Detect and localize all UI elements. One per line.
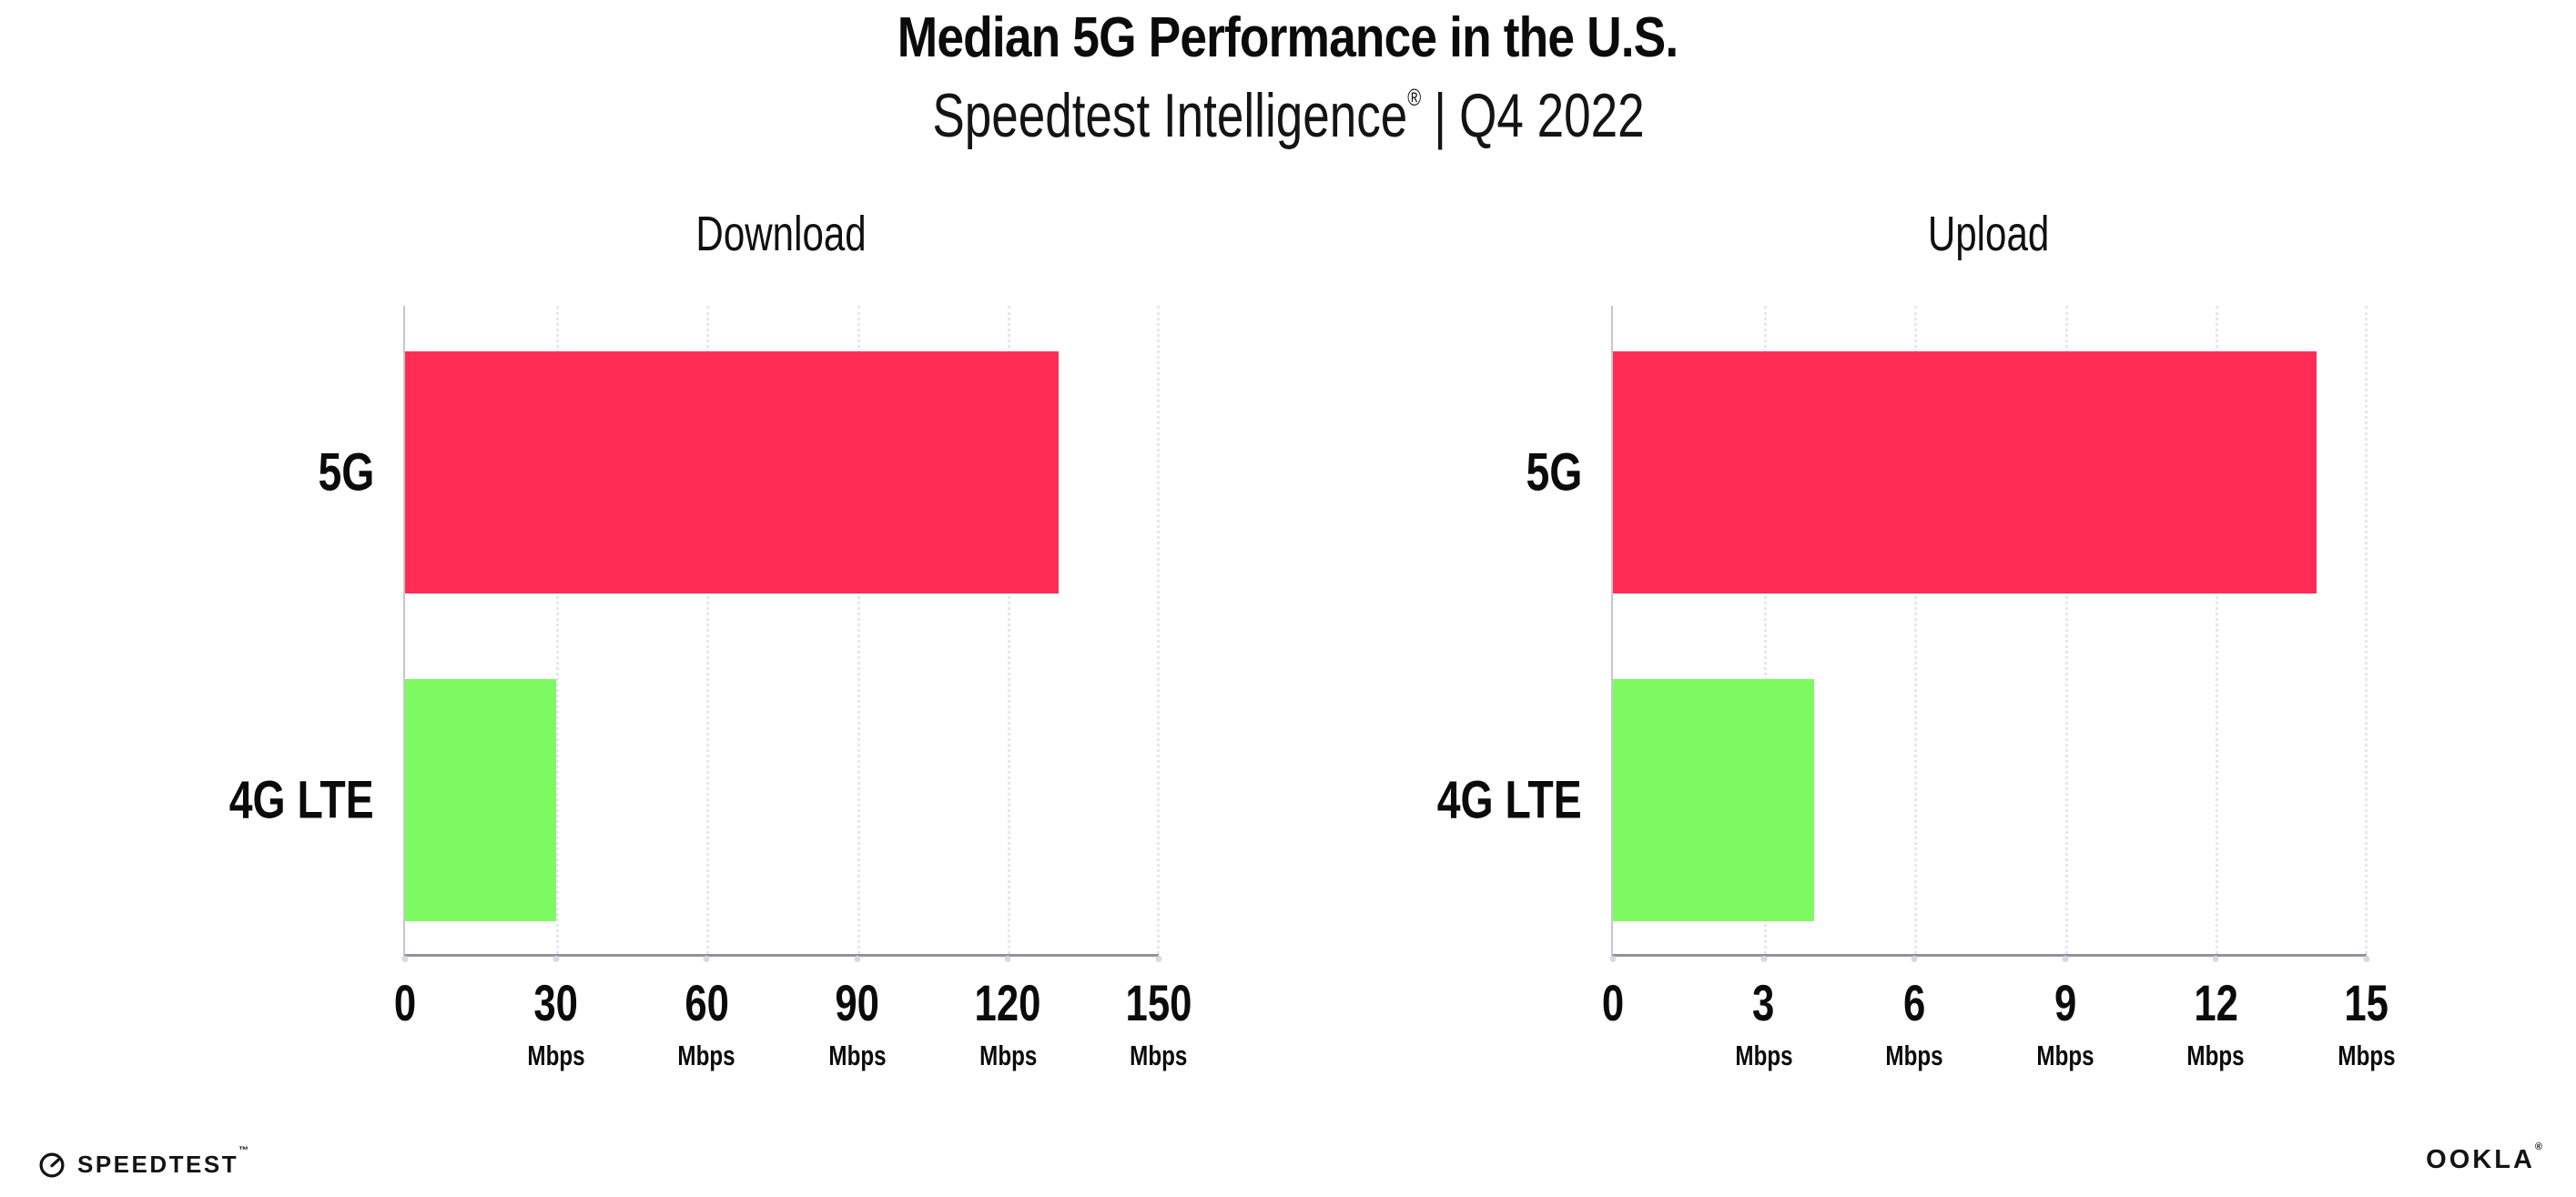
category-label-5g: 5G xyxy=(1512,442,1582,503)
speedtest-trademark-mark: ™ xyxy=(238,1145,251,1156)
category-label-4g-lte: 4G LTE xyxy=(1401,770,1582,831)
upload-plot-area: 5G 4G LTE 0 3 Mbps 6 Mbps 9 Mbps 12 Mbps xyxy=(1437,306,2396,1070)
subtitle-period: Q4 2022 xyxy=(1458,81,1645,150)
x-tick-9-number: 9 xyxy=(2054,974,2076,1031)
tick-mark xyxy=(854,956,861,962)
x-tick-30-unit: Mbps xyxy=(527,1040,585,1071)
x-tick-12-number: 12 xyxy=(2194,974,2238,1031)
download-chart-title: Download xyxy=(403,206,1159,262)
x-tick-30: 30 Mbps xyxy=(519,978,593,1070)
x-tick-0: 0 xyxy=(390,978,419,1041)
tick-mark xyxy=(2212,956,2219,962)
category-label-4g-lte-text: 4G LTE xyxy=(1437,770,1582,830)
gridline xyxy=(555,306,559,954)
speedtest-gauge-icon xyxy=(38,1151,66,1179)
x-tick-150: 150 Mbps xyxy=(1116,978,1201,1070)
gridline xyxy=(857,306,860,954)
x-tick-90: 90 Mbps xyxy=(820,978,894,1070)
x-tick-90-unit: Mbps xyxy=(828,1040,887,1071)
download-plot-area: 5G 4G LTE 0 30 Mbps 60 Mbps 90 Mbps 120 … xyxy=(229,306,1192,1070)
gridline xyxy=(1157,306,1161,954)
gridline xyxy=(1008,306,1011,954)
gridline xyxy=(1763,306,1767,954)
x-tick-6-unit: Mbps xyxy=(1885,1040,1943,1071)
x-tick-120: 120 Mbps xyxy=(966,978,1050,1070)
x-tick-30-number: 30 xyxy=(533,974,578,1031)
gridline xyxy=(2365,306,2368,954)
upload-5g-bar xyxy=(1613,351,2317,593)
tick-mark xyxy=(401,956,409,962)
x-tick-15: 15 Mbps xyxy=(2330,978,2404,1070)
page-subtitle-text: Speedtest Intelligence® | Q4 2022 xyxy=(932,80,1644,151)
gridline xyxy=(2216,306,2219,954)
ookla-wordmark: OOKLA xyxy=(2426,1145,2535,1174)
x-tick-6: 6 Mbps xyxy=(1878,978,1952,1070)
page-subtitle: Speedtest Intelligence® | Q4 2022 xyxy=(0,80,2576,151)
gridline xyxy=(2064,306,2068,954)
x-tick-9: 9 Mbps xyxy=(2028,978,2102,1070)
x-tick-3-number: 3 xyxy=(1752,974,1775,1031)
tick-mark xyxy=(1155,956,1162,962)
x-tick-12: 12 Mbps xyxy=(2179,978,2253,1070)
x-tick-12-unit: Mbps xyxy=(2186,1040,2245,1071)
x-tick-90-number: 90 xyxy=(835,974,880,1031)
x-tick-3-unit: Mbps xyxy=(1735,1040,1793,1071)
download-5g-bar xyxy=(405,351,1059,593)
speedtest-wordmark: SPEEDTEST xyxy=(77,1151,239,1178)
x-tick-3: 3 Mbps xyxy=(1727,978,1800,1070)
page-title-text: Median 5G Performance in the U.S. xyxy=(898,6,1678,69)
tick-mark xyxy=(2363,956,2370,962)
registered-mark: ® xyxy=(1406,84,1421,111)
category-label-5g: 5G xyxy=(304,442,374,503)
x-tick-9-unit: Mbps xyxy=(2036,1040,2094,1071)
subtitle-brand: Speedtest Intelligence xyxy=(931,81,1407,150)
x-tick-15-unit: Mbps xyxy=(2338,1040,2396,1071)
category-label-4g-lte: 4G LTE xyxy=(193,770,374,831)
upload-4g-lte-bar xyxy=(1613,679,1814,921)
tick-mark xyxy=(553,956,560,962)
upload-chart-title-text: Upload xyxy=(1928,207,2050,261)
x-tick-60-number: 60 xyxy=(684,974,729,1031)
x-tick-15-number: 15 xyxy=(2344,974,2389,1031)
tick-mark xyxy=(1911,956,1918,962)
x-tick-0-number: 0 xyxy=(393,974,417,1031)
tick-mark xyxy=(2062,956,2069,962)
subtitle-divider: | xyxy=(1433,81,1446,150)
tick-mark xyxy=(1760,956,1768,962)
upload-chart-title: Upload xyxy=(1611,206,2367,262)
gridline xyxy=(1914,306,1918,954)
x-tick-150-number: 150 xyxy=(1125,974,1192,1031)
x-tick-150-unit: Mbps xyxy=(1130,1040,1188,1071)
ookla-registered-mark: ® xyxy=(2534,1141,2545,1152)
category-label-5g-text: 5G xyxy=(318,442,374,502)
x-tick-0-number: 0 xyxy=(1601,974,1625,1031)
page-title: Median 5G Performance in the U.S. xyxy=(0,5,2576,70)
tick-mark xyxy=(1609,956,1617,962)
x-tick-120-number: 120 xyxy=(974,974,1041,1031)
speedtest-logo-text: SPEEDTEST™ xyxy=(77,1145,251,1179)
speedtest-logo: SPEEDTEST™ xyxy=(38,1145,251,1179)
category-label-5g-text: 5G xyxy=(1526,442,1582,502)
x-tick-6-number: 6 xyxy=(1903,974,1926,1031)
tick-mark xyxy=(1004,956,1011,962)
download-chart-title-text: Download xyxy=(695,207,867,261)
gridline xyxy=(706,306,710,954)
x-tick-0: 0 xyxy=(1598,978,1627,1041)
download-4g-lte-bar xyxy=(405,679,556,921)
category-label-4g-lte-text: 4G LTE xyxy=(229,770,374,830)
ookla-logo: OOKLA® xyxy=(2426,1141,2545,1175)
tick-mark xyxy=(703,956,710,962)
x-tick-60-unit: Mbps xyxy=(677,1040,735,1071)
x-tick-60: 60 Mbps xyxy=(670,978,744,1070)
x-tick-120-unit: Mbps xyxy=(979,1040,1037,1071)
